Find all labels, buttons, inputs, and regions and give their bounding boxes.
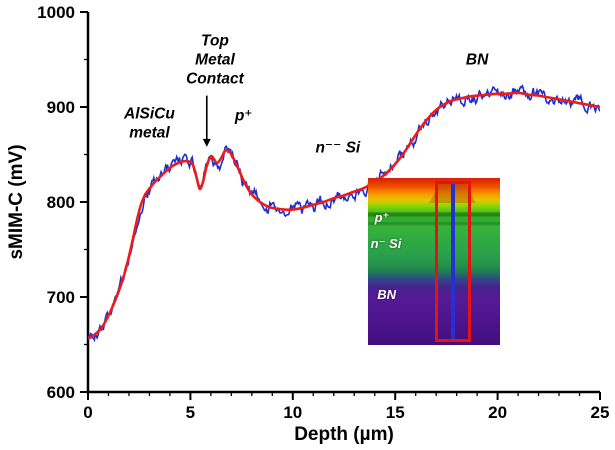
x-tick-label: 20 [488,403,507,422]
series-raw [88,83,600,343]
y-tick-label: 700 [47,288,75,307]
annotation: BN [466,51,489,68]
annotation: Top Metal Contact [186,32,245,87]
y-tick-label: 800 [47,193,75,212]
y-tick-label: 1000 [37,3,75,22]
series-smoothed [88,91,600,340]
x-axis-title: Depth (µm) [294,424,394,445]
y-axis-title: sMIM-C (mV) [6,144,27,260]
inset-label-bn: BN [377,286,397,302]
smim-image-inset: p⁺ n⁻ Si BN [368,178,500,345]
y-tick-label: 900 [47,98,75,117]
annotation-arrowhead [202,138,211,147]
x-tick-label: 5 [186,403,195,422]
annotation: p⁺ [234,107,253,124]
inset-label-n-si: n⁻ Si [370,236,402,252]
inset-label-p-plus: p⁺ [374,209,390,225]
x-tick-label: 10 [283,403,302,422]
x-tick-label: 25 [591,403,610,422]
inset-profile-line [451,184,456,339]
annotation: n⁻⁻ Si [315,140,360,157]
x-tick-label: 0 [83,403,92,422]
axes [86,12,600,394]
y-tick-label: 600 [47,383,75,402]
inset-profile-rectangle [435,181,471,342]
annotation: AlSiCu metal [123,105,175,141]
x-tick-label: 15 [386,403,405,422]
